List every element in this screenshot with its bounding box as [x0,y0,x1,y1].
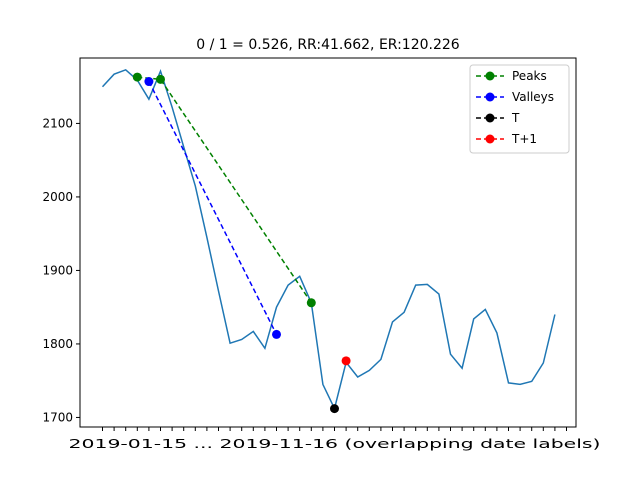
t-point [330,404,339,414]
t1-point [341,356,351,366]
peak-point [306,298,316,308]
peaks-line [137,76,312,304]
price-line [101,68,556,411]
y-tick-label: 1800 [42,337,73,351]
x-tick-labels: 2019-01-15 ... 2019-11-16 (overlapping d… [69,437,601,451]
legend-marker [485,92,495,102]
valleys-line [148,81,278,335]
chart-title: 0 / 1 = 0.526, RR:41.662, ER:120.226 [196,37,460,53]
y-tick-label: 2100 [42,116,73,130]
legend-label: Valleys [512,90,554,104]
legend: Peaks Valleys T T+1 [469,64,570,154]
valley-point [272,329,281,339]
legend-box [469,64,570,154]
y-tick-label: 1700 [42,410,73,424]
y-tick-label: 1900 [42,263,73,277]
legend-marker [485,134,495,144]
y-tick-label: 2000 [42,190,73,204]
legend-marker [485,113,495,123]
legend-label: T+1 [511,132,537,146]
series-layer [101,68,556,411]
marker-layer [132,72,351,414]
legend-label: Peaks [512,69,547,83]
peak-point [132,72,142,82]
valley-point [144,77,154,87]
legend-marker [485,71,495,81]
legend-label: T [511,111,520,125]
y-axis: 1700 1800 1900 2000 2100 [42,116,80,424]
peak-point [156,74,165,84]
x-axis: 2019-01-15 ... 2019-11-16 (overlapping d… [69,427,601,451]
